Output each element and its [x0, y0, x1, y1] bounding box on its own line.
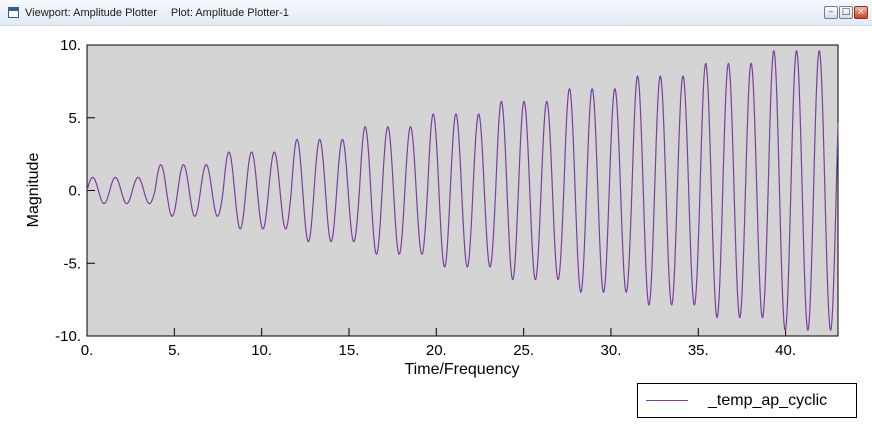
x-tick-label: 25. [513, 342, 534, 359]
viewport-icon [8, 7, 19, 18]
x-axis: 0. 5. 10. 15. 20. 25. 30. 35. 40. [81, 328, 796, 359]
legend-label: _temp_ap_cyclic [708, 391, 828, 409]
plot-title: Plot: Amplitude Plotter-1 [170, 6, 289, 19]
x-tick-label: 30. [601, 342, 622, 359]
minimize-button[interactable]: – [824, 6, 838, 19]
x-tick-label: 35. [688, 342, 709, 359]
y-tick-label: 10. [60, 37, 81, 54]
y-axis-label: Magnitude [25, 153, 42, 228]
x-tick-label: 5. [168, 342, 181, 359]
restore-icon: □ [841, 7, 851, 17]
y-tick-label: 5. [68, 110, 81, 127]
legend: _temp_ap_cyclic [637, 383, 857, 418]
window-controls: – □ × [824, 6, 868, 19]
y-axis: 10. 5. 0. -5. -10. [55, 37, 95, 345]
close-button[interactable]: × [854, 6, 868, 19]
y-tick-label: -10. [55, 328, 81, 345]
series-line [86, 49, 839, 332]
x-tick-label: 15. [339, 342, 360, 359]
y-tick-label: -5. [63, 255, 81, 272]
restore-button[interactable]: □ [839, 6, 853, 19]
legend-swatch [646, 400, 688, 401]
viewport-title: Viewport: Amplitude Plotter [25, 6, 157, 19]
x-tick-label: 0. [81, 342, 94, 359]
window-titlebar[interactable]: Viewport: Amplitude Plotter Plot: Amplit… [0, 0, 872, 26]
y-tick-label: 0. [68, 183, 81, 200]
amplitude-chart: 10. 5. 0. -5. -10. 0. 5. 10. 15. 20. 25. 30. 35. 40.… [25, 37, 839, 378]
x-tick-label: 40. [775, 342, 796, 359]
close-icon: × [857, 7, 865, 17]
minimize-icon: – [828, 7, 834, 17]
x-axis-label: Time/Frequency [405, 361, 520, 378]
x-tick-label: 10. [251, 342, 272, 359]
x-tick-label: 20. [426, 342, 447, 359]
plot-area [86, 44, 839, 337]
